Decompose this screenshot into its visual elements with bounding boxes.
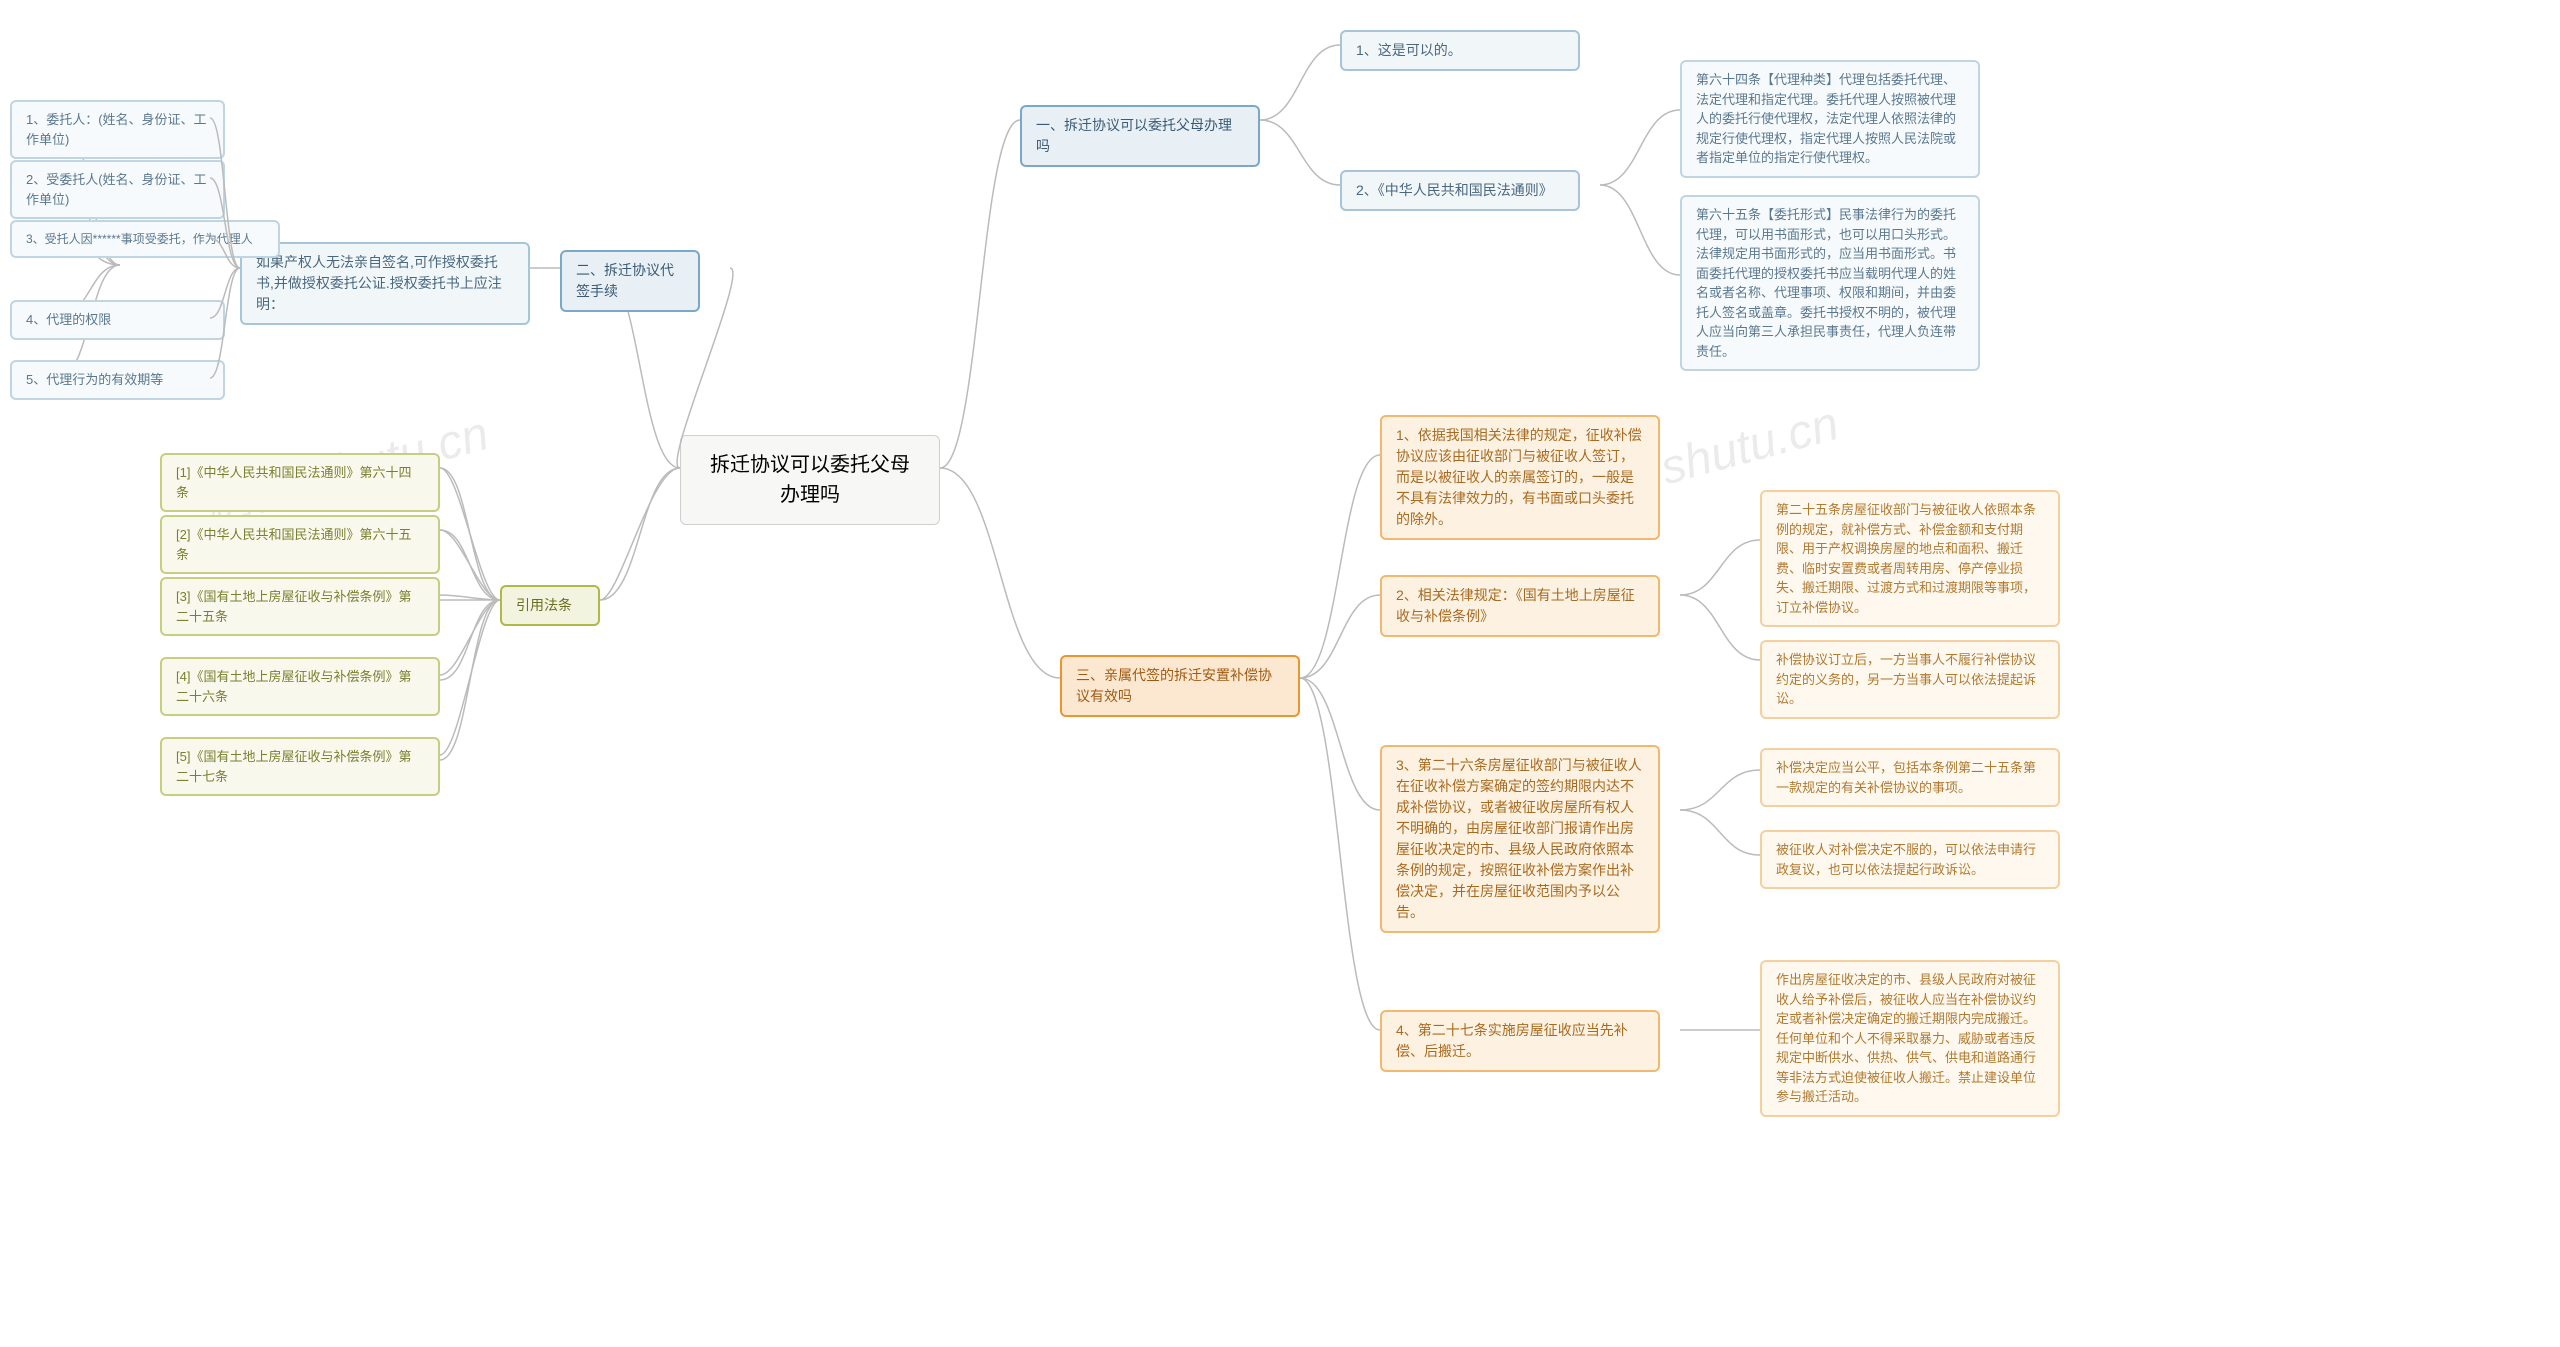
branch-2: 二、拆迁协议代签手续 xyxy=(560,250,700,312)
branch-4-child-3: 3、第二十六条房屋征收部门与被征收人在征收补偿方案确定的签约期限内达不成补偿协议… xyxy=(1380,745,1660,933)
branch-4-leaf-2a: 第二十五条房屋征收部门与被征收人依照本条例的规定，就补偿方式、补偿金额和支付期限… xyxy=(1760,490,2060,627)
root-node: 拆迁协议可以委托父母办理吗 xyxy=(680,435,940,525)
branch-1-child-1: 1、这是可以的。 xyxy=(1340,30,1580,71)
branch-4-child-2: 2、相关法律规定：《国有土地上房屋征收与补偿条例》 xyxy=(1380,575,1660,637)
branch-3-item-2: [2]《中华人民共和国民法通则》第六十五条 xyxy=(160,515,440,574)
branch-3-item-3: [3]《国有土地上房屋征收与补偿条例》第二十五条 xyxy=(160,577,440,636)
branch-4-leaf-3b: 被征收人对补偿决定不服的，可以依法申请行政复议，也可以依法提起行政诉讼。 xyxy=(1760,830,2060,889)
branch-4-leaf-2b: 补偿协议订立后，一方当事人不履行补偿协议约定的义务的，另一方当事人可以依法提起诉… xyxy=(1760,640,2060,719)
branch-4: 三、亲属代签的拆迁安置补偿协议有效吗 xyxy=(1060,655,1300,717)
branch-2-item-2: 2、受委托人(姓名、身份证、工作单位) xyxy=(10,160,225,219)
branch-2-sub: 如果产权人无法亲自签名,可作授权委托书,并做授权委托公证.授权委托书上应注明： xyxy=(240,242,530,325)
branch-1-leaf-2: 第六十五条【委托形式】民事法律行为的委托代理，可以用书面形式，也可以用口头形式。… xyxy=(1680,195,1980,371)
branch-4-child-1: 1、依据我国相关法律的规定，征收补偿协议应该由征收部门与被征收人签订，而是以被征… xyxy=(1380,415,1660,540)
branch-2-item-3: 3、受托人因******事项受委托，作为代理人 xyxy=(10,220,280,258)
branch-3-item-1: [1]《中华人民共和国民法通则》第六十四条 xyxy=(160,453,440,512)
branch-2-item-4: 4、代理的权限 xyxy=(10,300,225,340)
branch-3-item-4: [4]《国有土地上房屋征收与补偿条例》第二十六条 xyxy=(160,657,440,716)
branch-4-leaf-4a: 作出房屋征收决定的市、县级人民政府对被征收人给予补偿后，被征收人应当在补偿协议约… xyxy=(1760,960,2060,1117)
branch-2-item-5: 5、代理行为的有效期等 xyxy=(10,360,225,400)
branch-1-leaf-1: 第六十四条【代理种类】代理包括委托代理、法定代理和指定代理。委托代理人按照被代理… xyxy=(1680,60,1980,178)
branch-4-leaf-3a: 补偿决定应当公平，包括本条例第二十五条第一款规定的有关补偿协议的事项。 xyxy=(1760,748,2060,807)
branch-3-item-5: [5]《国有土地上房屋征收与补偿条例》第二十七条 xyxy=(160,737,440,796)
branch-4-child-4: 4、第二十七条实施房屋征收应当先补偿、后搬迁。 xyxy=(1380,1010,1660,1072)
branch-1-child-2: 2、《中华人民共和国民法通则》 xyxy=(1340,170,1580,211)
branch-2-item-1: 1、委托人：(姓名、身份证、工作单位) xyxy=(10,100,225,159)
branch-3: 引用法条 xyxy=(500,585,600,626)
branch-1: 一、拆迁协议可以委托父母办理吗 xyxy=(1020,105,1260,167)
